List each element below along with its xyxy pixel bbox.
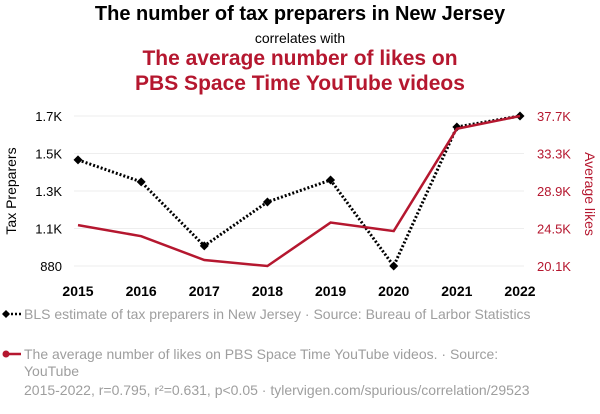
footer-stats: 2015-2022, r=0.795, r²=0.631, p<0.05 · t… [24,382,530,398]
right-tick-label: 20.1K [537,259,571,274]
chart-subtitle: The average number of likes on PBS Space… [0,46,600,96]
left-tick-label: 1.3K [35,184,62,199]
dual-axis-line-chart: 880 1.1K 1.3K 1.5K 1.7K 20.1K 24.5K 28.9K 33.3K… [3,109,598,299]
chart-connector-text: correlates with [254,30,346,46]
left-tick-label: 880 [40,259,62,274]
data-point-tax-preparers [136,177,146,187]
right-y-axis: 20.1K 24.5K 28.9K 33.3K 37.7K [537,109,571,274]
chart-subtitle-line-2: PBS Space Time YouTube videos [135,72,465,95]
data-point-tax-preparers [326,175,336,185]
x-axis: 2015 2016 2017 2018 2019 2020 2021 2022 [62,283,535,299]
x-tick-label: 2019 [315,283,346,299]
left-y-axis: 880 1.1K 1.3K 1.5K 1.7K [35,109,62,274]
right-tick-label: 37.7K [537,109,571,124]
x-tick-label: 2015 [62,283,93,299]
right-tick-label: 28.9K [537,184,571,199]
data-point-tax-preparers [389,261,399,271]
data-point-tax-preparers [73,155,83,165]
data-point-tax-preparers [199,241,209,251]
x-tick-label: 2020 [378,283,409,299]
gridlines [74,115,524,267]
right-tick-label: 33.3K [537,147,571,162]
series-line-tax-preparers [77,114,521,269]
left-axis-label: Tax Preparers [3,147,19,234]
chart-subtitle-line-1: The average number of likes on [142,47,458,70]
x-tick-label: 2021 [441,283,472,299]
x-tick-label: 2016 [126,283,157,299]
series-line-pbs-likes [77,114,521,268]
dotted-line-diamond-icon [2,310,21,318]
right-tick-label: 24.5K [537,222,571,237]
data-point-tax-preparers [452,122,462,132]
x-tick-label: 2017 [189,283,220,299]
left-tick-label: 1.1K [35,222,62,237]
solid-line-dot-icon [2,350,21,358]
legend-label-tax-preparers: BLS estimate of tax preparers in New Jer… [24,306,531,322]
right-axis-label: Average likes [582,152,598,236]
legend-label-pbs-likes: The average number of likes on PBS Space… [24,346,499,379]
chart-title: The number of tax preparers in New Jerse… [94,3,506,25]
x-tick-label: 2018 [252,283,283,299]
left-tick-label: 1.5K [35,147,62,162]
left-tick-label: 1.7K [35,109,62,124]
data-point-tax-preparers [262,197,272,207]
x-tick-label: 2022 [504,283,535,299]
series-lines [73,111,525,271]
